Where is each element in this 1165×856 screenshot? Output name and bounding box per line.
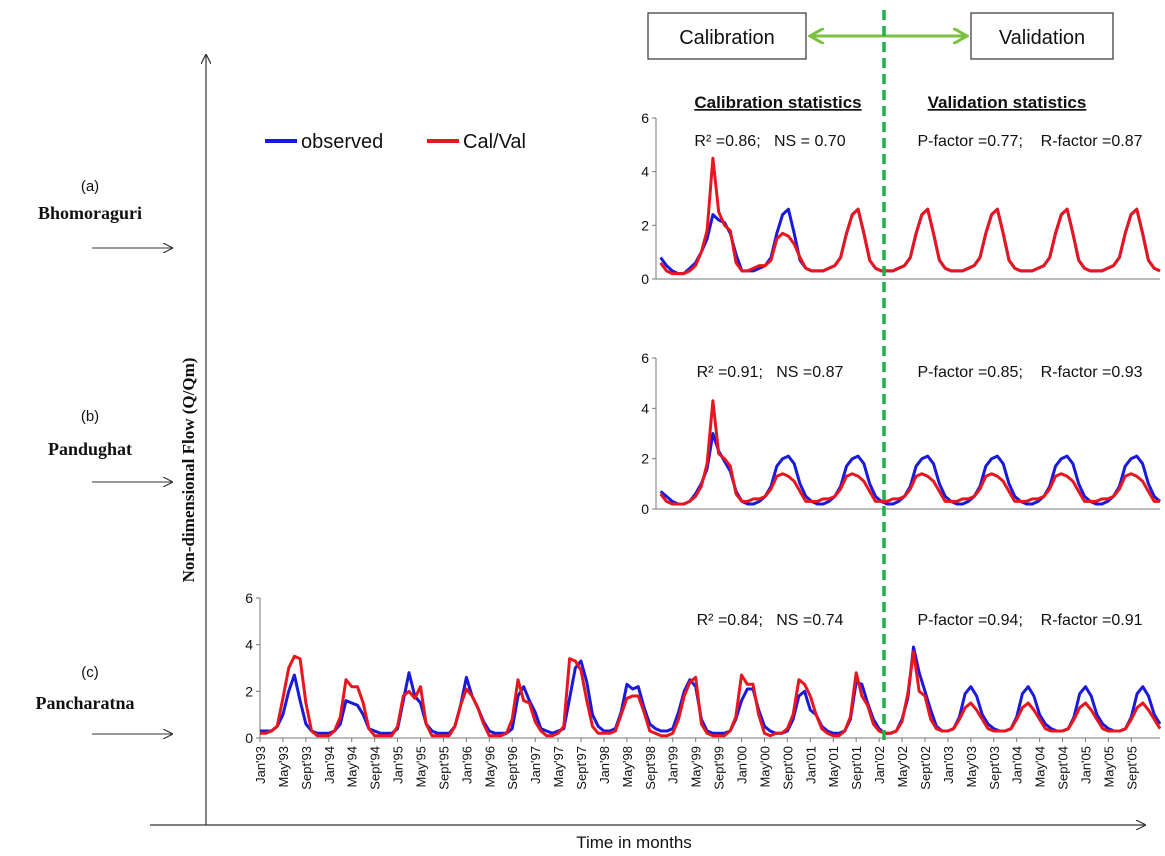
x-tick-label: Sept'94 <box>368 746 383 790</box>
x-tick-label: May'05 <box>1101 746 1116 788</box>
panel-letter-c: (c) <box>81 664 99 681</box>
stats-c-validation: P-factor =0.94; R-factor =0.91 <box>918 612 1143 629</box>
x-tick-label: Sept'05 <box>1124 746 1139 790</box>
x-tick-label: Jan'94 <box>322 746 337 784</box>
station-label-a: (a) Bhomoraguri <box>38 178 172 248</box>
x-tick-label: Jan'98 <box>597 746 612 784</box>
x-tick-label: May'94 <box>345 746 360 788</box>
x-tick-labels: Jan'93 May'93 Sept'93 Jan'94 May'94 Sept'94 Ja… <box>253 738 1139 790</box>
x-tick-label: May'99 <box>689 746 704 788</box>
series-line-calval <box>260 650 1162 738</box>
x-tick-label: Jan'00 <box>735 746 750 784</box>
legend-calval-label: Cal/Val <box>463 131 526 153</box>
x-tick-label: Sept'93 <box>299 746 314 790</box>
validation-stats-header: Validation statistics <box>928 93 1087 112</box>
chart-panel-c: 0 2 4 6 <box>245 590 1162 746</box>
x-tick-label: Sept'96 <box>505 746 520 790</box>
panel-letter-a: (a) <box>81 178 99 195</box>
stats-a-validation: P-factor =0.77; R-factor =0.87 <box>918 133 1143 150</box>
x-tick-label: Jan'04 <box>1010 746 1025 784</box>
calibration-stats-header: Calibration statistics <box>694 93 861 112</box>
x-tick-label: Sept'01 <box>849 746 864 790</box>
y-tick-label: 4 <box>641 400 649 416</box>
station-name-c: Pancharatna <box>36 693 135 713</box>
calibration-box: Calibration <box>647 12 807 60</box>
y-tick-label: 0 <box>641 501 649 517</box>
station-name-a: Bhomoraguri <box>38 203 142 223</box>
x-tick-label: Jan'03 <box>941 746 956 784</box>
x-tick-label: Jan'05 <box>1078 746 1093 784</box>
x-tick-label: Jan'97 <box>528 746 543 784</box>
x-tick-label: Sept'04 <box>1056 746 1071 790</box>
y-tick-label: 6 <box>641 350 649 366</box>
x-tick-label: Sept'00 <box>780 746 795 790</box>
validation-label: Validation <box>999 27 1085 49</box>
x-tick-label: May'96 <box>482 746 497 788</box>
y-tick-label: 2 <box>641 217 649 233</box>
y-axis-title: Non-dimensional Flow (Q/Qm) <box>179 358 198 583</box>
x-tick-label: Sept'03 <box>987 746 1002 790</box>
x-tick-label: Sept'02 <box>918 746 933 790</box>
x-tick-label: Jan'99 <box>666 746 681 784</box>
y-tick-label: 6 <box>245 590 253 606</box>
x-tick-label: May'93 <box>276 746 291 788</box>
x-axis-title: Time in months <box>576 833 692 852</box>
x-tick-label: Sept'98 <box>643 746 658 790</box>
validation-box: Validation <box>970 12 1114 60</box>
series-line-observed <box>260 645 1162 735</box>
station-name-b: Pandughat <box>48 439 132 459</box>
x-tick-label: May'02 <box>895 746 910 788</box>
x-tick-label: Jan'01 <box>803 746 818 784</box>
x-tick-label: May'98 <box>620 746 635 788</box>
calibration-label: Calibration <box>679 27 775 49</box>
x-tick-label: May'97 <box>551 746 566 788</box>
stats-a-calibration: R² =0.86; NS = 0.70 <box>694 133 845 150</box>
stats-c-calibration: R² =0.84; NS =0.74 <box>697 612 844 629</box>
x-tick-label: Sept'99 <box>712 746 727 790</box>
x-tick-label: Sept'97 <box>574 746 589 790</box>
x-tick-label: May'95 <box>414 746 429 788</box>
x-tick-label: May'04 <box>1033 746 1048 788</box>
x-tick-label: Jan'02 <box>872 746 887 784</box>
y-tick-label: 6 <box>641 110 649 126</box>
chart-panel-a: 0 2 4 6 <box>641 110 1161 287</box>
y-tick-label: 2 <box>245 683 253 699</box>
x-tick-label: Jan'96 <box>459 746 474 784</box>
chart-panel-b: 0 2 4 6 <box>641 350 1161 517</box>
station-label-b: (b) Pandughat <box>48 408 172 482</box>
series-line-calval <box>659 156 1161 276</box>
x-tick-label: May'00 <box>757 746 772 788</box>
stats-b-calibration: R² =0.91; NS =0.87 <box>697 364 844 381</box>
y-tick-label: 0 <box>245 730 253 746</box>
x-tick-label: Sept'95 <box>436 746 451 790</box>
legend: observed Cal/Val <box>265 131 526 153</box>
y-tick-label: 2 <box>641 451 649 467</box>
station-label-c: (c) Pancharatna <box>36 664 173 734</box>
x-tick-label: May'01 <box>826 746 841 788</box>
y-tick-label: 4 <box>245 637 253 653</box>
stats-b-validation: P-factor =0.85; R-factor =0.93 <box>918 364 1143 381</box>
y-tick-label: 0 <box>641 271 649 287</box>
x-tick-label: Jan'93 <box>253 746 268 784</box>
panel-letter-b: (b) <box>81 408 99 425</box>
x-tick-label: Jan'95 <box>391 746 406 784</box>
x-tick-label: May'03 <box>964 746 979 788</box>
y-tick-label: 4 <box>641 164 649 180</box>
series-line-calval <box>659 399 1160 506</box>
legend-observed-label: observed <box>301 131 383 153</box>
